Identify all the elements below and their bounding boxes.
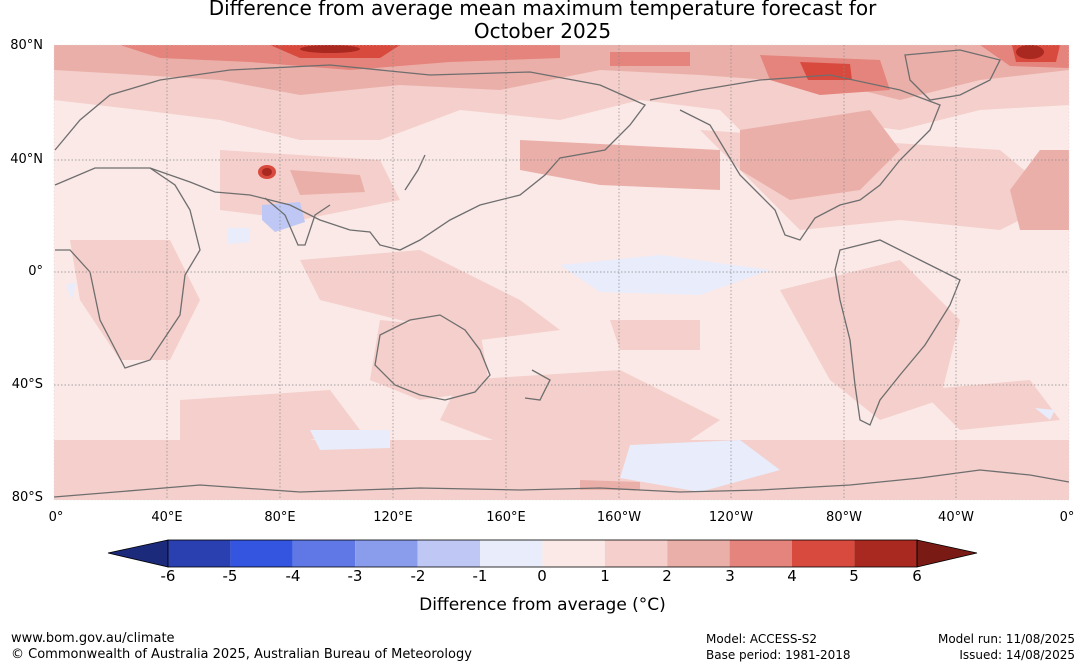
graticule: [54, 45, 1069, 500]
greenland-coastline: [904, 49, 1001, 101]
coastlines: [54, 49, 1069, 498]
lon-label-40w: 40°W: [938, 510, 974, 525]
footer-copyright: © Commonwealth of Australia 2025, Austra…: [11, 647, 472, 662]
lat-label-equator: 0°: [28, 264, 43, 279]
anomaly-minus-1-to-0-regions: [66, 228, 1055, 492]
colorbar-tick-minus6: -6: [160, 567, 176, 585]
footer-model: Model: ACCESS-S2: [706, 632, 818, 646]
colorbar-bin-1-2: [604, 540, 668, 567]
lat-label-80s: 80°S: [11, 490, 43, 505]
colorbar-bin-minus6-minus5: [168, 540, 231, 567]
australia-coastline: [374, 314, 491, 401]
map-title-line-2: October 2025: [473, 19, 612, 43]
colorbar: [107, 539, 978, 568]
colorbar-tick-5: 5: [849, 567, 859, 585]
colorbar-tick-minus1: -1: [472, 567, 488, 585]
lon-label-80e: 80°E: [264, 510, 296, 525]
colorbar-bin-2-3: [667, 540, 730, 567]
anomaly-above-5-regions: [262, 45, 1044, 176]
colorbar-bin-minus2-minus1: [417, 540, 480, 567]
south-america-coastline: [834, 239, 961, 426]
colorbar-bin-minus5-minus4: [230, 540, 293, 567]
colorbar-bin-3-4: [729, 540, 792, 567]
map-title-line-1: Difference from average mean maximum tem…: [208, 0, 877, 20]
colorbar-bin-0-1: [542, 540, 605, 567]
colorbar-tick-minus5: -5: [222, 567, 238, 585]
north-america-coastline: [649, 74, 941, 241]
colorbar-extend-low: [107, 539, 169, 568]
map-frame: [53, 44, 1070, 501]
map-title: Difference from average mean maximum tem…: [0, 0, 1085, 43]
footer-website: www.bom.gov.au/climate: [11, 631, 175, 646]
lon-label-40e: 40°E: [151, 510, 183, 525]
antarctica-coastline: [54, 469, 1069, 498]
lat-label-40s: 40°S: [11, 377, 43, 392]
lon-label-120e: 120°E: [373, 510, 413, 525]
indian-subcontinent-coastline: [264, 197, 331, 246]
footer-base-period: Base period: 1981-2018: [706, 648, 851, 662]
colorbar-extend-high: [916, 539, 978, 568]
temperature-anomaly-map: [53, 44, 1070, 501]
lat-label-40n: 40°N: [10, 152, 43, 167]
lon-label-80w: 80°W: [826, 510, 862, 525]
africa-coastline: [54, 167, 201, 369]
colorbar-title: Difference from average (°C): [419, 595, 666, 615]
colorbar-tick-minus4: -4: [285, 567, 301, 585]
colorbar-bin-minus3-minus2: [355, 540, 418, 567]
colorbar-tick-6: 6: [912, 567, 922, 585]
colorbar-bin-minus4-minus3: [292, 540, 356, 567]
new-zealand-coastline: [524, 369, 551, 401]
europe-asia-coastline: [54, 64, 647, 251]
lon-label-160e: 160°E: [486, 510, 526, 525]
lat-label-80n: 80°N: [10, 38, 43, 53]
colorbar-outline: [167, 539, 918, 568]
colorbar-tick-2: 2: [662, 567, 672, 585]
colorbar-tick-0: 0: [537, 567, 547, 585]
lon-label-0-left: 0°: [48, 510, 64, 525]
colorbar-bin-minus1-0: [480, 540, 543, 567]
lon-label-0-right: 0°: [1059, 510, 1075, 525]
lon-label-160w: 160°W: [596, 510, 642, 525]
colorbar-bin-4-5: [792, 540, 855, 567]
lon-label-120w: 120°W: [708, 510, 754, 525]
footer-model-run: Model run: 11/08/2025: [937, 632, 1075, 646]
colorbar-tick-minus2: -2: [410, 567, 426, 585]
anomaly-1-to-2-regions: [54, 45, 1069, 500]
colorbar-tick-3: 3: [725, 567, 735, 585]
colorbar-bin-5-6: [854, 540, 917, 567]
anomaly-minus-2-to-minus-1-region: [262, 202, 305, 232]
colorbar-tick-minus3: -3: [347, 567, 363, 585]
colorbar-tick-4: 4: [787, 567, 797, 585]
colorbar-tick-1: 1: [600, 567, 610, 585]
footer-issued: Issued: 14/08/2025: [959, 648, 1075, 662]
